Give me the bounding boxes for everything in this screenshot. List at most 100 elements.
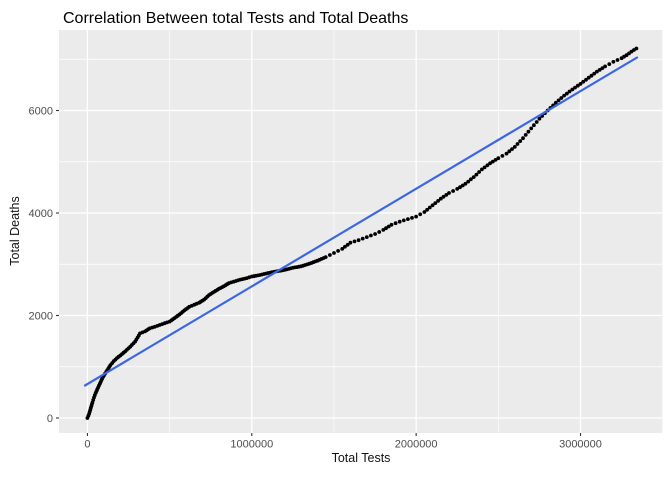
data-point — [597, 68, 602, 72]
data-point — [343, 244, 347, 249]
y-axis-title: Total Deaths — [8, 196, 22, 266]
data-point — [573, 85, 577, 90]
data-point — [433, 201, 438, 206]
data-point — [356, 238, 361, 243]
data-point — [485, 163, 490, 168]
x-tick-label: 1000000 — [230, 439, 273, 451]
data-point — [570, 87, 575, 92]
x-axis-title: Total Tests — [331, 451, 391, 465]
data-point — [460, 183, 465, 188]
data-point — [518, 139, 523, 144]
data-point — [397, 219, 402, 224]
data-point — [414, 214, 418, 219]
data-point — [537, 116, 542, 121]
chart-title: Correlation Between total Tests and Tota… — [63, 10, 409, 27]
data-point — [592, 71, 597, 76]
data-point — [510, 147, 514, 152]
data-point — [463, 181, 468, 186]
data-point — [581, 79, 586, 84]
data-point — [418, 212, 423, 217]
data-point — [393, 221, 398, 226]
data-point — [603, 64, 607, 69]
y-tick-label: 6000 — [29, 106, 53, 118]
data-point — [332, 251, 336, 255]
data-point — [504, 151, 509, 156]
data-point — [401, 218, 406, 223]
trend-line — [83, 56, 639, 387]
data-point — [534, 120, 539, 124]
y-tick-label: 2000 — [29, 310, 53, 322]
data-point — [451, 189, 455, 193]
data-point — [526, 129, 531, 134]
data-point — [436, 199, 440, 203]
data-point — [389, 222, 394, 227]
data-point — [488, 161, 492, 166]
data-point — [584, 77, 588, 82]
data-point — [422, 210, 427, 214]
data-point — [469, 177, 473, 182]
data-point — [377, 230, 382, 234]
data-point — [348, 240, 353, 245]
data-point — [634, 46, 639, 51]
data-point — [410, 216, 414, 220]
x-tick-label: 2000000 — [395, 439, 438, 451]
data-point — [595, 69, 599, 74]
data-point — [556, 98, 561, 103]
data-point — [578, 82, 583, 86]
data-point — [458, 185, 462, 190]
data-point — [600, 66, 605, 70]
data-point — [512, 145, 517, 149]
x-tick-label: 3000000 — [559, 439, 602, 451]
data-point — [500, 154, 505, 158]
data-point — [589, 73, 594, 78]
data-point — [345, 242, 350, 247]
data-point — [406, 217, 410, 222]
data-point — [384, 226, 388, 231]
x-tick-label: 0 — [84, 439, 90, 451]
data-point — [615, 58, 620, 62]
data-point — [386, 224, 391, 229]
data-point — [564, 91, 569, 96]
data-point — [493, 158, 498, 162]
data-point — [323, 255, 328, 259]
data-point — [529, 126, 534, 131]
data-point — [328, 253, 332, 257]
data-point — [336, 249, 340, 253]
data-point — [562, 93, 566, 98]
data-point — [496, 156, 501, 161]
data-point — [466, 179, 471, 184]
data-point — [611, 59, 616, 64]
data-point — [438, 196, 443, 201]
data-point — [567, 89, 572, 94]
data-point — [477, 170, 481, 174]
data-point — [607, 62, 612, 66]
data-point — [586, 75, 591, 80]
data-point — [360, 236, 365, 241]
data-point — [575, 83, 580, 88]
data-point — [507, 149, 512, 154]
y-tick-label: 4000 — [29, 208, 53, 220]
data-point — [441, 194, 446, 199]
data-point — [373, 232, 377, 236]
data-point — [455, 187, 460, 191]
data-point — [340, 247, 345, 251]
data-point — [482, 165, 487, 170]
data-point — [521, 136, 525, 141]
data-point — [515, 142, 520, 146]
data-point — [444, 193, 449, 197]
data-point — [425, 207, 429, 212]
data-point — [369, 233, 373, 238]
data-point — [474, 172, 479, 177]
y-tick-label: 0 — [47, 413, 53, 425]
data-point — [553, 100, 558, 105]
data-point — [381, 228, 386, 232]
data-point — [447, 191, 451, 195]
data-point — [532, 123, 536, 128]
data-point — [430, 203, 435, 208]
data-point — [480, 167, 484, 172]
data-point — [523, 133, 528, 137]
data-point — [352, 239, 357, 244]
data-point — [490, 159, 495, 164]
